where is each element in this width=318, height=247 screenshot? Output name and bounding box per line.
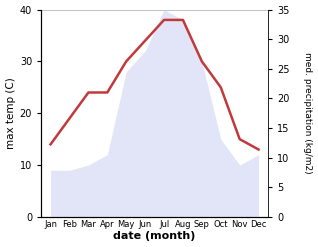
X-axis label: date (month): date (month) [114, 231, 196, 242]
Y-axis label: max temp (C): max temp (C) [5, 77, 16, 149]
Y-axis label: med. precipitation (kg/m2): med. precipitation (kg/m2) [303, 52, 313, 174]
